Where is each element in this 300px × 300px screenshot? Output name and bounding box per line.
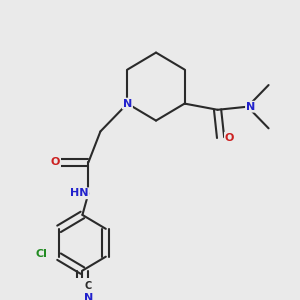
Text: HN: HN	[70, 188, 89, 198]
Text: N: N	[84, 293, 93, 300]
Text: N: N	[246, 102, 255, 112]
Text: O: O	[51, 158, 60, 167]
Text: N: N	[123, 99, 132, 109]
Text: C: C	[85, 281, 92, 291]
Text: Cl: Cl	[35, 249, 47, 259]
Text: O: O	[225, 133, 234, 142]
